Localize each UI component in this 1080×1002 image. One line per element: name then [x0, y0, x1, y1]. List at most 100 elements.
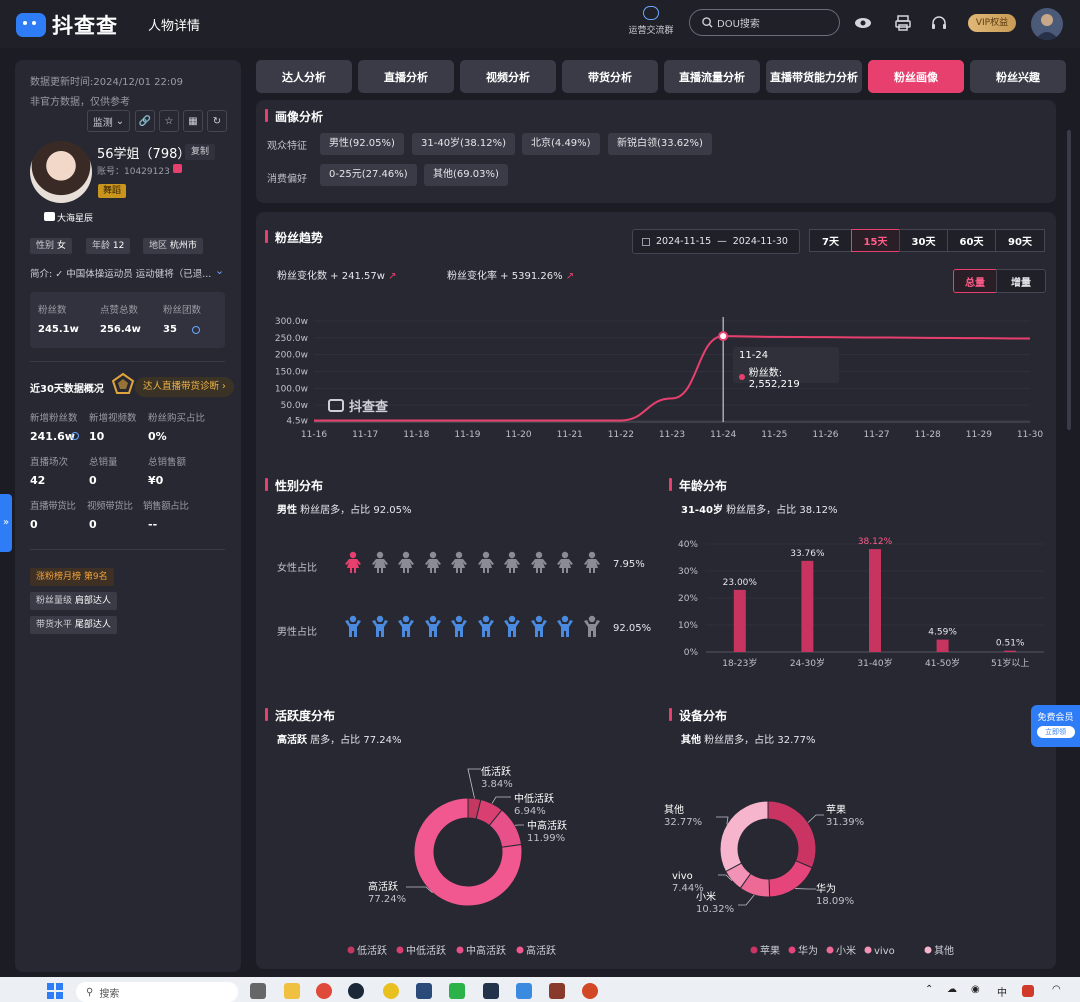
- powerpoint-icon[interactable]: [582, 983, 598, 999]
- level-label: 粉丝量级: [36, 596, 73, 606]
- x-tick-label: 18-23岁: [722, 657, 757, 669]
- link-icon[interactable]: 🔗: [135, 110, 155, 132]
- refresh-icon[interactable]: ↻: [207, 110, 227, 132]
- legend-marker: [788, 946, 796, 954]
- metric-value: 241.6w: [30, 430, 75, 443]
- female-person-icon: [557, 551, 573, 573]
- expand-bio-icon[interactable]: ⌄: [215, 264, 225, 277]
- group-chat-button[interactable]: 运营交流群: [626, 6, 676, 36]
- mode-increment-button[interactable]: 增量: [996, 269, 1046, 293]
- rank-tag[interactable]: 涨粉榜月榜 第9名: [30, 568, 114, 586]
- wechat-icon[interactable]: [449, 983, 465, 999]
- tab-live-sales-ability[interactable]: 直播带货能力分析: [766, 60, 862, 93]
- info-icon[interactable]: [71, 432, 79, 440]
- tab-video-analysis[interactable]: 视频分析: [460, 60, 556, 93]
- chrome-icon[interactable]: [316, 983, 332, 999]
- range-15d[interactable]: 15天: [851, 229, 900, 252]
- mcn-name: 大海星辰: [57, 214, 94, 224]
- range-30d[interactable]: 30天: [899, 229, 948, 252]
- star-icon[interactable]: ☆: [159, 110, 179, 132]
- copy-button[interactable]: 复制: [185, 144, 216, 160]
- search-input[interactable]: DOU搜索: [689, 9, 840, 36]
- pentagon-badge-icon: [111, 372, 135, 394]
- y-tick-label: 4.5w: [286, 416, 308, 426]
- tab-live-traffic[interactable]: 直播流量分析: [664, 60, 760, 93]
- female-person-icon: [477, 551, 494, 573]
- expand-sidebar-button[interactable]: »: [0, 494, 12, 552]
- x-tick-label: 11-24: [710, 430, 736, 440]
- legend-marker: [750, 946, 758, 954]
- network-icon[interactable]: ◉: [971, 984, 980, 995]
- taskbar-search[interactable]: ⚲ 搜索: [76, 982, 238, 1002]
- y-tick-label: 300.0w: [275, 317, 308, 327]
- date-range-picker[interactable]: 2024-11-15 — 2024-11-30: [632, 229, 800, 254]
- app-tray-icon[interactable]: [1022, 985, 1034, 997]
- info-icon[interactable]: [192, 326, 200, 334]
- gender-title: 性别分布: [265, 477, 323, 494]
- user-avatar[interactable]: [1031, 8, 1063, 40]
- metric-label: 视频带货比: [87, 501, 133, 512]
- tooltip-row: 粉丝数: 2,552,219: [739, 364, 833, 390]
- category-tag: 舞蹈: [98, 184, 127, 198]
- male-person-icon: [371, 615, 388, 637]
- gender-value: 女: [56, 241, 66, 251]
- printer-icon[interactable]: [894, 14, 912, 32]
- audience-label: 观众特征: [267, 141, 307, 152]
- stats-box: 粉丝数 245.1w 点赞总数 256.4w 粉丝团数 35: [30, 292, 225, 348]
- calendar-icon: [642, 237, 650, 246]
- y-tick-label: 200.0w: [275, 351, 308, 361]
- metric-value: 42: [30, 474, 46, 487]
- range-7d[interactable]: 7天: [809, 229, 852, 252]
- x-tick-label: 11-23: [659, 430, 685, 440]
- x-tick-label: 41-50岁: [925, 657, 960, 669]
- fan-change-rate-text: 粉丝变化率 + 5391.26%: [447, 271, 563, 282]
- brand-logo-icon: [16, 13, 46, 37]
- ime-indicator[interactable]: 中: [997, 988, 1007, 999]
- headset-icon[interactable]: [930, 14, 948, 32]
- tab-sales-analysis[interactable]: 带货分析: [562, 60, 658, 93]
- eye-icon[interactable]: [854, 14, 872, 32]
- task-view-icon[interactable]: [250, 983, 266, 999]
- tab-talent-analysis[interactable]: 达人分析: [256, 60, 352, 93]
- y-tick-label: 30%: [678, 567, 698, 577]
- vip-button[interactable]: VIP权益: [968, 14, 1016, 32]
- level-tag: 粉丝量级 肩部达人: [30, 592, 117, 610]
- app-icon[interactable]: [516, 983, 532, 999]
- brand-logo[interactable]: 抖查查: [16, 10, 118, 40]
- tab-live-analysis[interactable]: 直播分析: [358, 60, 454, 93]
- monitor-label: 监测: [92, 117, 113, 129]
- windows-start-icon[interactable]: [47, 983, 63, 999]
- app-icon[interactable]: [483, 983, 499, 999]
- divider: [30, 549, 225, 550]
- wifi-icon[interactable]: ◠: [1052, 984, 1061, 995]
- range-90d[interactable]: 90天: [995, 229, 1045, 252]
- metric-label: 新增粉丝数: [30, 413, 78, 424]
- fan-change-count: 粉丝变化数 + 241.57w ↗: [277, 267, 396, 282]
- bar-value-label: 0.51%: [996, 639, 1025, 649]
- callout-line: [718, 874, 733, 882]
- cloud-icon[interactable]: ☁: [947, 984, 957, 995]
- free-member-button[interactable]: 免费会员 立即领: [1031, 705, 1080, 747]
- app-icon[interactable]: [383, 983, 399, 999]
- file-explorer-icon[interactable]: [284, 983, 300, 999]
- fan-change-rate: 粉丝变化率 + 5391.26% ↗: [447, 267, 574, 282]
- age-bar: [936, 639, 949, 652]
- donut-slice: [719, 800, 769, 873]
- game-icon[interactable]: [549, 983, 565, 999]
- age-tag: 年龄 12: [86, 238, 131, 254]
- qrcode-icon[interactable]: ▦: [183, 110, 203, 132]
- range-60d[interactable]: 60天: [947, 229, 996, 252]
- tab-fan-interest[interactable]: 粉丝兴趣: [970, 60, 1066, 93]
- steam-icon[interactable]: [348, 983, 364, 999]
- legend-label: 中高活跃: [466, 944, 506, 957]
- app-icon[interactable]: [416, 983, 432, 999]
- diagnose-button[interactable]: 达人直播带货诊断 ›: [135, 377, 234, 397]
- tab-fan-portrait[interactable]: 粉丝画像: [868, 60, 964, 93]
- page-scrollbar[interactable]: [1067, 130, 1071, 430]
- mode-total-button[interactable]: 总量: [953, 269, 997, 293]
- donut-slice: [767, 800, 817, 869]
- chevron-up-icon[interactable]: ⌃: [925, 984, 934, 995]
- male-icon-row: [343, 615, 608, 637]
- device-summary-key: 其他: [681, 735, 701, 746]
- monitor-dropdown[interactable]: 监测 ⌄: [87, 110, 130, 132]
